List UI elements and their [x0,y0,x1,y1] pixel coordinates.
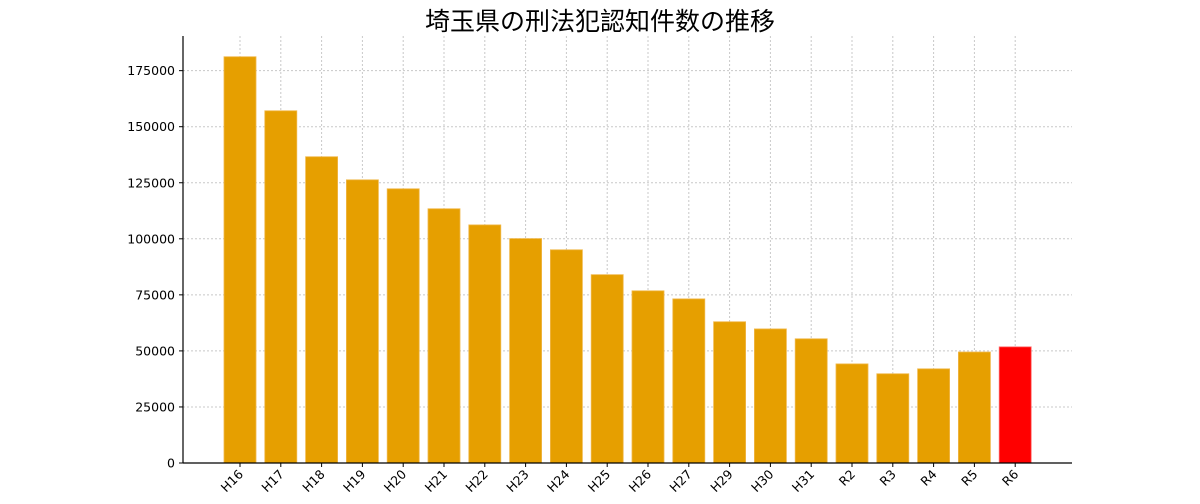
bar-H18 [305,156,339,464]
bar-R3 [876,373,910,464]
x-tick-label: H19 [340,466,369,495]
y-tick-label: 75000 [135,287,175,302]
bar-R5 [958,351,991,464]
bar-H25 [590,274,624,464]
y-tick-label: 0 [167,456,175,471]
bar-H24 [550,249,583,464]
chart-title: 埼玉県の刑法犯認知件数の推移 [425,7,775,36]
x-tick-label: H25 [585,467,614,496]
bar-H27 [672,298,706,464]
x-tick-label: H20 [381,466,410,495]
bar-H17 [264,110,298,464]
x-tick-label: H18 [299,466,328,495]
x-tick-label: H24 [544,466,573,495]
axes [182,36,1072,464]
y-tick-label: 125000 [127,175,175,190]
bar-H20 [386,188,420,464]
x-tick-label: R3 [877,467,899,489]
x-tick-label: R5 [958,467,980,489]
x-tick-label: H31 [789,467,818,496]
bar-H23 [509,238,543,464]
y-tick-label: 175000 [127,63,175,78]
bar-H21 [427,208,461,464]
bar-H16 [223,56,257,464]
x-tick-label: H16 [218,466,247,495]
bars [223,56,1032,464]
bar-H22 [468,224,502,464]
x-tick-label: R2 [836,467,858,489]
y-tick-label: 100000 [127,231,175,246]
x-tick-label: H23 [503,467,532,496]
bar-R2 [835,363,869,464]
x-tick-label: H29 [707,466,736,495]
bar-H26 [631,290,665,464]
bar-R4 [917,368,950,464]
x-tick-label: H26 [626,466,655,495]
x-tick-label: R4 [917,466,939,488]
x-tick-label: H27 [666,467,695,496]
bar-H29 [713,321,746,464]
x-tick-label: R6 [999,466,1021,488]
y-ticks: 0 25000 50000 75000 100000 125000 150000 175000 [127,63,183,471]
x-tick-label: H17 [258,467,287,496]
x-tick-label: H30 [748,466,777,495]
bar-R6 [998,346,1032,464]
bar-H30 [754,328,787,464]
bar-H19 [345,179,379,464]
y-tick-label: 25000 [135,399,175,414]
x-tick-label: H22 [462,467,491,496]
x-tick-label: H21 [422,467,451,496]
y-tick-label: 50000 [135,343,175,358]
x-ticks: H16 H17 H18 H19 H20 H21 H22 H23 H24 H25 H26 H27 H29 H… [218,463,1021,496]
y-tick-label: 150000 [127,119,175,134]
bar-H31 [794,338,828,464]
